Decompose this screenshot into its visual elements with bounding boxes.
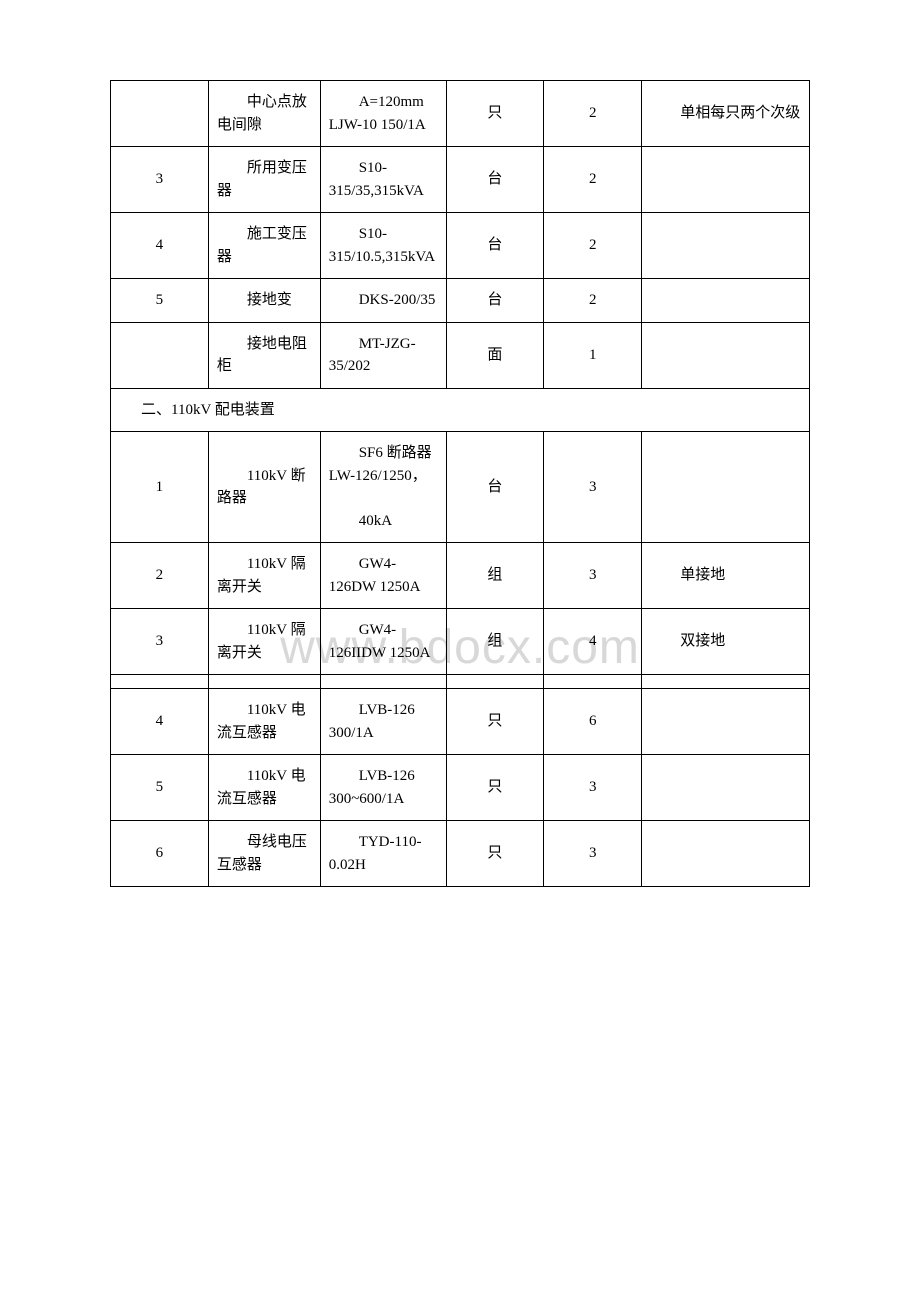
cell-qty: 3: [544, 543, 642, 609]
table-row: 接地电阻柜 MT-JZG-35/202 面 1: [111, 322, 810, 388]
cell-spec: GW4-126IIDW 1250A: [320, 609, 446, 675]
table-row: 6 母线电压互感器 TYD-110-0.02H 只 3: [111, 821, 810, 887]
cell-qty: 2: [544, 279, 642, 323]
cell-spec: LVB-126 300~600/1A: [320, 755, 446, 821]
cell-spec: SF6 断路器 LW-126/1250， 40kA: [320, 432, 446, 543]
cell-note: [642, 755, 810, 821]
cell-spec: GW4-126DW 1250A: [320, 543, 446, 609]
cell-name: 110kV 断路器: [208, 432, 320, 543]
table-row: 2 110kV 隔离开关 GW4-126DW 1250A 组 3 单接地: [111, 543, 810, 609]
cell-num: 2: [111, 543, 209, 609]
cell-spec: S10-315/35,315kVA: [320, 147, 446, 213]
cell-num: [111, 322, 209, 388]
table-row: 1 110kV 断路器 SF6 断路器 LW-126/1250， 40kA 台 …: [111, 432, 810, 543]
cell-qty: 2: [544, 147, 642, 213]
cell-spec: DKS-200/35: [320, 279, 446, 323]
cell-note: [642, 279, 810, 323]
cell-qty: 3: [544, 432, 642, 543]
cell-name: 110kV 电流互感器: [208, 755, 320, 821]
cell-spec: LVB-126 300/1A: [320, 689, 446, 755]
cell-name: 110kV 隔离开关: [208, 609, 320, 675]
cell-name: 110kV 电流互感器: [208, 689, 320, 755]
cell-name: 中心点放电间隙: [208, 81, 320, 147]
cell-num: 4: [111, 213, 209, 279]
cell-unit: 只: [446, 689, 544, 755]
cell-num: 1: [111, 432, 209, 543]
table-row: 4 110kV 电流互感器 LVB-126 300/1A 只 6: [111, 689, 810, 755]
cell-unit: 只: [446, 821, 544, 887]
cell-spec: TYD-110-0.02H: [320, 821, 446, 887]
cell-name: 110kV 隔离开关: [208, 543, 320, 609]
cell-num: 5: [111, 755, 209, 821]
cell-unit: 组: [446, 609, 544, 675]
cell-qty: 4: [544, 609, 642, 675]
section-header-row: 二、110kV 配电装置: [111, 388, 810, 432]
empty-cell: [544, 675, 642, 689]
cell-num: 4: [111, 689, 209, 755]
cell-qty: 1: [544, 322, 642, 388]
cell-unit: 组: [446, 543, 544, 609]
empty-cell: [320, 675, 446, 689]
empty-cell: [111, 675, 209, 689]
cell-name: 所用变压器: [208, 147, 320, 213]
table-row: 4 施工变压器 S10-315/10.5,315kVA 台 2: [111, 213, 810, 279]
cell-qty: 6: [544, 689, 642, 755]
cell-num: 3: [111, 147, 209, 213]
cell-note: [642, 821, 810, 887]
cell-spec: MT-JZG-35/202: [320, 322, 446, 388]
empty-cell: [642, 675, 810, 689]
cell-num: 3: [111, 609, 209, 675]
cell-qty: 3: [544, 821, 642, 887]
cell-name: 接地电阻柜: [208, 322, 320, 388]
cell-name: 母线电压互感器: [208, 821, 320, 887]
cell-note: [642, 432, 810, 543]
cell-qty: 2: [544, 213, 642, 279]
cell-num: [111, 81, 209, 147]
table-row: 5 110kV 电流互感器 LVB-126 300~600/1A 只 3: [111, 755, 810, 821]
table-row: 3 110kV 隔离开关 GW4-126IIDW 1250A 组 4 双接地: [111, 609, 810, 675]
cell-unit: 只: [446, 755, 544, 821]
cell-spec: A=120mm LJW-10 150/1A: [320, 81, 446, 147]
cell-note: 单接地: [642, 543, 810, 609]
cell-unit: 台: [446, 213, 544, 279]
cell-spec: S10-315/10.5,315kVA: [320, 213, 446, 279]
cell-note: [642, 147, 810, 213]
equipment-table: 中心点放电间隙 A=120mm LJW-10 150/1A 只 2 单相每只两个…: [110, 80, 810, 887]
empty-cell: [208, 675, 320, 689]
table-row: 5 接地变 DKS-200/35 台 2: [111, 279, 810, 323]
cell-note: [642, 322, 810, 388]
cell-unit: 台: [446, 147, 544, 213]
cell-name: 接地变: [208, 279, 320, 323]
cell-unit: 面: [446, 322, 544, 388]
cell-unit: 台: [446, 279, 544, 323]
table-container: 中心点放电间隙 A=120mm LJW-10 150/1A 只 2 单相每只两个…: [110, 80, 810, 887]
table-row: 3 所用变压器 S10-315/35,315kVA 台 2: [111, 147, 810, 213]
empty-cell: [446, 675, 544, 689]
cell-qty: 2: [544, 81, 642, 147]
empty-row: [111, 675, 810, 689]
cell-unit: 只: [446, 81, 544, 147]
cell-note: 单相每只两个次级: [642, 81, 810, 147]
cell-num: 6: [111, 821, 209, 887]
cell-name: 施工变压器: [208, 213, 320, 279]
cell-unit: 台: [446, 432, 544, 543]
cell-num: 5: [111, 279, 209, 323]
cell-note: [642, 689, 810, 755]
cell-note: [642, 213, 810, 279]
table-row: 中心点放电间隙 A=120mm LJW-10 150/1A 只 2 单相每只两个…: [111, 81, 810, 147]
section-title: 二、110kV 配电装置: [111, 388, 810, 432]
cell-qty: 3: [544, 755, 642, 821]
cell-note: 双接地: [642, 609, 810, 675]
